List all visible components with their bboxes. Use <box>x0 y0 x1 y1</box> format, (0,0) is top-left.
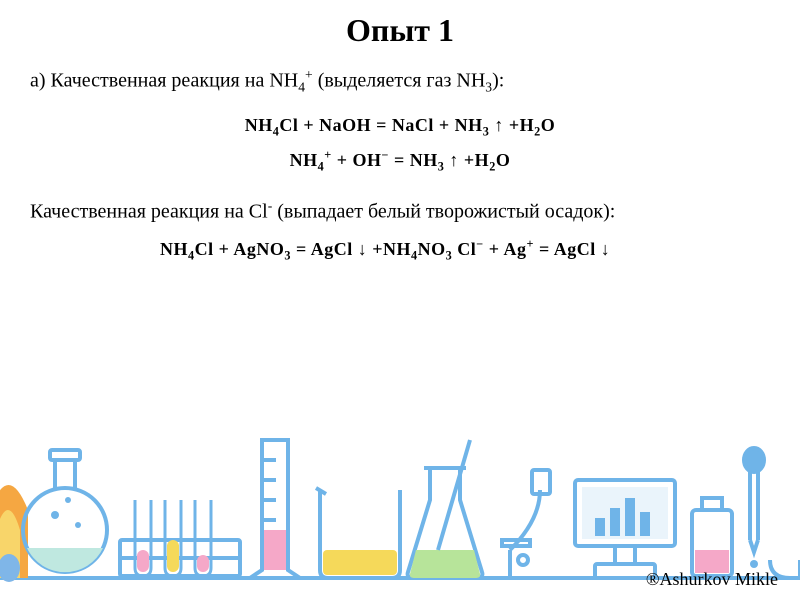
t: 4 <box>411 249 418 263</box>
slide-title: Опыт 1 <box>0 0 800 49</box>
t: ↑ +H <box>489 115 534 135</box>
t: + <box>324 148 331 162</box>
section-b-text: Качественная реакция на Cl- (выпадает бе… <box>0 183 800 232</box>
t: 3 <box>446 249 453 263</box>
t: O <box>541 115 556 135</box>
credit: ®Ashurkov Mikle <box>646 569 778 590</box>
t: + <box>527 237 534 251</box>
t: 4 <box>188 249 195 263</box>
t: NH <box>290 150 318 170</box>
t: Cl + NaOH = NaCl + NH <box>279 115 482 135</box>
section-a-text: а) Качественная реакция на NH4+ (выделяе… <box>0 49 800 104</box>
t: − <box>476 237 483 251</box>
t: 2 <box>534 124 541 138</box>
t: NO <box>418 239 446 259</box>
t: а) Качественная реакция на NH <box>30 70 298 92</box>
t: NH <box>160 239 188 259</box>
equation-4: Cl− + Ag+ = AgCl ↓ <box>457 239 610 259</box>
t: ): <box>492 70 504 92</box>
t: 4 <box>298 80 305 95</box>
t: 4 <box>318 160 325 174</box>
t: + Ag <box>484 239 527 259</box>
t: = AgCl ↓ +NH <box>291 239 411 259</box>
t: NH <box>245 115 273 135</box>
t: (выделяется газ NH <box>313 70 486 92</box>
t: + OH <box>332 150 382 170</box>
equation-1: NH4Cl + NaOH = NaCl + NH3 ↑ +H2O <box>0 108 800 144</box>
t: (выпадает белый творожистый осадок): <box>272 201 615 223</box>
equation-block-2: NH4Cl + AgNO3 = AgCl ↓ +NH4NO3 Cl− + Ag+… <box>0 232 800 268</box>
t: − <box>382 148 389 162</box>
equation-3: NH4Cl + AgNO3 = AgCl ↓ +NH4NO3 <box>160 239 457 259</box>
equation-block-1: NH4Cl + NaOH = NaCl + NH3 ↑ +H2O NH4+ + … <box>0 104 800 184</box>
t: Cl <box>457 239 476 259</box>
equation-2: NH4+ + OH− = NH3 ↑ +H2O <box>0 143 800 179</box>
t: = NH <box>389 150 438 170</box>
t: ↑ +H <box>444 150 489 170</box>
t: Качественная реакция на Cl <box>30 201 268 223</box>
t: = AgCl ↓ <box>534 239 610 259</box>
t: 2 <box>489 160 496 174</box>
t: + <box>305 67 313 82</box>
t: O <box>496 150 511 170</box>
t: Cl + AgNO <box>195 239 285 259</box>
